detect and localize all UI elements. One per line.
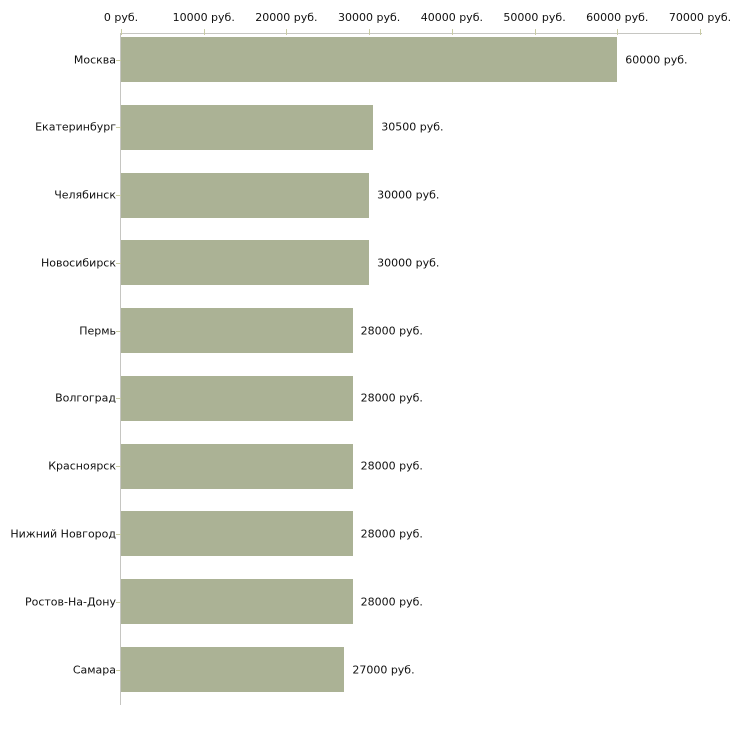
value-label: 27000 руб. <box>352 663 415 677</box>
bar <box>121 443 353 489</box>
category-tick-mark <box>116 60 121 61</box>
value-label: 30000 руб. <box>377 188 440 202</box>
category-label: Красноярск <box>48 459 116 473</box>
category-tick-mark <box>116 195 121 196</box>
x-axis-line <box>121 33 702 34</box>
value-label: 28000 руб. <box>360 324 423 338</box>
bar <box>121 647 345 693</box>
category-label: Ростов-На-Дону <box>24 595 116 609</box>
bar <box>121 172 370 218</box>
category-label: Волгоград <box>55 391 116 405</box>
x-tick-label: 40000 руб. <box>420 11 483 24</box>
value-label: 28000 руб. <box>360 391 423 405</box>
x-tick-mark <box>203 29 205 35</box>
bar <box>121 240 370 286</box>
x-tick-mark <box>617 29 619 35</box>
value-label: 28000 руб. <box>360 595 423 609</box>
category-label: Новосибирск <box>40 256 116 270</box>
category-tick-mark <box>116 127 121 128</box>
category-tick-mark <box>116 466 121 467</box>
x-tick-mark <box>534 29 536 35</box>
x-tick-label: 10000 руб. <box>172 11 235 24</box>
y-axis-line <box>120 33 121 705</box>
x-tick-label: 50000 руб. <box>503 11 566 24</box>
value-label: 28000 руб. <box>360 527 423 541</box>
x-tick-mark <box>369 29 371 35</box>
bar <box>121 104 374 150</box>
x-tick-label: 30000 руб. <box>338 11 401 24</box>
bar <box>121 37 618 82</box>
x-tick-label: 0 руб. <box>103 11 139 24</box>
bar <box>121 308 353 354</box>
category-tick-mark <box>116 331 121 332</box>
x-tick-label: 60000 руб. <box>586 11 649 24</box>
category-tick-mark <box>116 263 121 264</box>
category-tick-mark <box>116 534 121 535</box>
value-label: 60000 руб. <box>625 53 688 66</box>
category-label: Москва <box>73 53 116 66</box>
x-tick-mark <box>121 29 122 35</box>
category-label: Екатеринбург <box>35 120 116 134</box>
category-tick-mark <box>116 670 121 671</box>
x-tick-label: 20000 руб. <box>255 11 318 24</box>
value-label: 28000 руб. <box>360 459 423 473</box>
category-label: Нижний Новгород <box>10 527 116 541</box>
x-tick-mark <box>286 29 288 35</box>
category-label: Пермь <box>79 324 116 338</box>
category-tick-mark <box>116 398 121 399</box>
value-label: 30500 руб. <box>381 120 444 134</box>
category-label: Самара <box>72 663 116 677</box>
x-tick-label: 70000 руб. <box>668 11 730 24</box>
bar <box>121 579 353 625</box>
x-tick-mark <box>700 29 701 35</box>
x-tick-mark <box>451 29 453 35</box>
value-label: 30000 руб. <box>377 256 440 270</box>
category-tick-mark <box>116 602 121 603</box>
bar <box>121 511 353 557</box>
category-label: Челябинск <box>54 188 116 202</box>
bar <box>121 375 353 421</box>
